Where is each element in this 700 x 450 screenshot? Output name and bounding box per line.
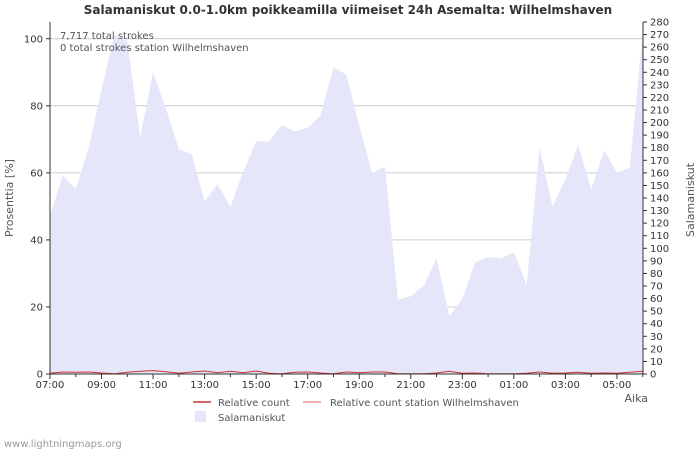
right-tick-label: 120 [650, 219, 669, 230]
x-tick-label: 19:00 [345, 380, 374, 391]
left-tick-label: 20 [30, 302, 43, 313]
right-tick-label: 180 [650, 143, 669, 154]
right-tick-label: 160 [650, 168, 669, 179]
right-tick-label: 140 [650, 194, 669, 205]
right-axis-ticks: 0102030405060708090100110120130140150160… [643, 18, 669, 381]
right-tick-label: 80 [650, 269, 663, 280]
x-tick-label: 05:00 [603, 380, 632, 391]
x-axis-label: Aika [625, 392, 649, 405]
right-tick-label: 240 [650, 68, 669, 79]
right-tick-label: 110 [650, 231, 669, 242]
right-tick-label: 90 [650, 256, 663, 267]
left-tick-label: 0 [37, 370, 43, 381]
right-tick-label: 100 [650, 244, 669, 255]
right-tick-label: 270 [650, 30, 669, 41]
legend-label-relative-count-station: Relative count station Wilhelmshaven [330, 398, 519, 409]
x-tick-label: 03:00 [551, 380, 580, 391]
left-tick-label: 100 [24, 34, 43, 45]
left-tick-label: 60 [30, 168, 43, 179]
left-axis-ticks: 0 20 40 60 80 100 [24, 34, 50, 380]
x-axis-ticks: 07:00 09:00 11:00 13:00 15:00 17:00 19:00 21:00… [36, 374, 643, 391]
legend-label-salamaniskut: Salamaniskut [218, 413, 285, 424]
right-tick-label: 280 [650, 18, 669, 29]
series-area-salamaniskut [50, 32, 643, 374]
lightning-chart: Salamaniskut 0.0-1.0km poikkeamilla viim… [0, 0, 700, 450]
right-tick-label: 30 [650, 332, 663, 343]
legend: Relative count Relative count station Wi… [193, 398, 519, 424]
x-tick-label: 17:00 [293, 380, 322, 391]
right-tick-label: 50 [650, 307, 663, 318]
footer-credit: www.lightningmaps.org [4, 439, 122, 450]
right-tick-label: 40 [650, 319, 663, 330]
y-axis-left-label: Prosenttia [%] [3, 159, 16, 237]
right-tick-label: 210 [650, 106, 669, 117]
annotation-total-strokes: 7,717 total strokes [60, 31, 154, 42]
right-tick-label: 230 [650, 80, 669, 91]
right-tick-label: 10 [650, 357, 663, 368]
right-tick-label: 60 [650, 294, 663, 305]
right-tick-label: 190 [650, 131, 669, 142]
left-tick-label: 80 [30, 101, 43, 112]
right-tick-label: 70 [650, 282, 663, 293]
x-tick-label: 01:00 [499, 380, 528, 391]
x-tick-label: 13:00 [190, 380, 219, 391]
annotation-station-strokes: 0 total strokes station Wilhelmshaven [60, 43, 249, 54]
right-tick-label: 0 [650, 370, 656, 381]
legend-swatch-salamaniskut [195, 411, 206, 422]
right-tick-label: 250 [650, 55, 669, 66]
y-axis-right-label: Salamaniskut [684, 162, 697, 237]
legend-label-relative-count: Relative count [218, 398, 290, 409]
x-tick-label: 23:00 [448, 380, 477, 391]
right-tick-label: 130 [650, 206, 669, 217]
right-tick-label: 260 [650, 43, 669, 54]
right-tick-label: 220 [650, 93, 669, 104]
right-tick-label: 150 [650, 181, 669, 192]
x-tick-label: 15:00 [242, 380, 271, 391]
x-tick-label: 07:00 [36, 380, 65, 391]
right-tick-label: 20 [650, 344, 663, 355]
left-tick-label: 40 [30, 235, 43, 246]
chart-title: Salamaniskut 0.0-1.0km poikkeamilla viim… [84, 3, 612, 17]
right-tick-label: 170 [650, 156, 669, 167]
x-tick-label: 11:00 [139, 380, 168, 391]
x-tick-label: 09:00 [87, 380, 116, 391]
x-tick-label: 21:00 [396, 380, 425, 391]
right-tick-label: 200 [650, 118, 669, 129]
